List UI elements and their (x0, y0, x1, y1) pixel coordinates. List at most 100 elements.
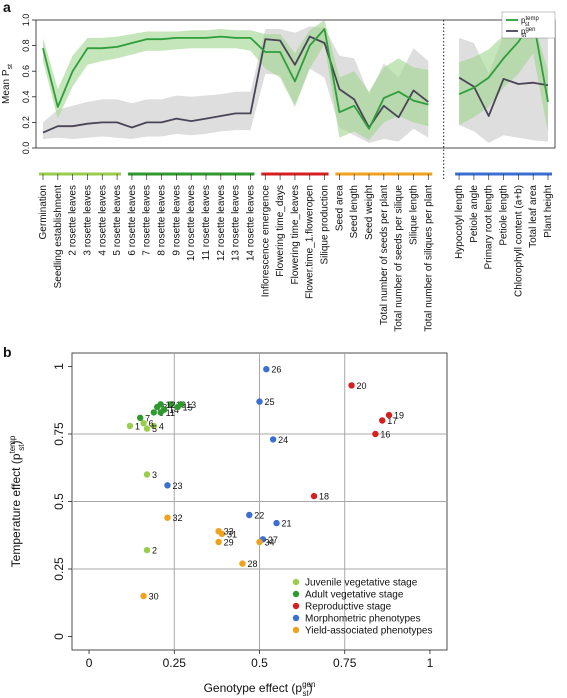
x-axis-label: Genotype effect (pgen st) (204, 680, 316, 698)
point-label: 29 (224, 538, 234, 548)
point-24 (269, 436, 277, 443)
point-12 (157, 401, 164, 408)
temp-series-line (42, 28, 429, 130)
point-15 (174, 403, 181, 411)
x-tick-label: 0.25 (163, 656, 187, 670)
category-label: Total number of seeds per plant (379, 185, 390, 325)
category-label: 3 rosette leaves (82, 185, 93, 256)
temp-confidence-band (43, 20, 429, 141)
point-label: 15 (183, 403, 193, 413)
category-label: Germination (38, 185, 49, 239)
y-tick-label: 0.25 (52, 557, 66, 581)
y-axis-label-subscript: st (7, 64, 14, 70)
legend-entry: Reproductive stage (305, 602, 392, 613)
category-label: Seed weight (364, 185, 375, 240)
y-tick-label: 0.4 (21, 91, 31, 104)
point-label: 13 (186, 400, 196, 410)
y-tick-label: 1 (52, 363, 66, 370)
category-label: 6 rosette leaves (127, 185, 138, 256)
panel-b-label: b (3, 344, 12, 360)
legend-entry: Juvenile vegetative stage (305, 578, 418, 589)
point-16 (372, 430, 379, 438)
category-label: 10 rosette leaves (186, 185, 197, 261)
point-28 (239, 560, 246, 567)
y-axis-label-text: Mean P (1, 69, 12, 104)
point-label: 34 (265, 538, 275, 548)
point-label: 20 (357, 381, 367, 391)
y-axis-label-tail: ) (9, 440, 23, 444)
point-26 (263, 366, 270, 373)
category-label: 11 rosette leaves (201, 185, 212, 260)
y-tick-label: 0.0 (21, 142, 31, 155)
legend-entry-superscript: gen (525, 27, 535, 33)
gen-series-line (458, 76, 549, 117)
point-label: 11 (166, 408, 175, 418)
point-9 (150, 409, 158, 416)
legend-marker (292, 614, 300, 622)
y-axis-label-superscript: temp (8, 435, 17, 453)
point-label: 27 (268, 535, 278, 545)
point-3 (143, 471, 151, 478)
y-tick-label: 0.8 (21, 39, 31, 52)
category-label: 7 rosette leaves (142, 185, 153, 256)
x-axis-label-subscript: st (302, 689, 309, 698)
category-label: Flower.time_1.floweropen (305, 185, 316, 299)
category-label: Silique length (408, 185, 419, 245)
y-axis-label: Mean Pst (1, 64, 14, 104)
point-label: 6 (149, 419, 154, 429)
point-label: 1 (135, 421, 140, 431)
x-axis-label-text: Genotype effect (p (204, 681, 303, 695)
point-19 (385, 411, 393, 419)
point-22 (246, 511, 253, 519)
point-label: 32 (172, 513, 182, 523)
category-label: Total leaf area (528, 185, 539, 248)
y-axis-label-text: Temperature effect (p (9, 453, 23, 567)
y-axis-label: Temperature effect (ptempst) (8, 435, 26, 567)
category-label: 2 rosette leaves (68, 185, 79, 256)
point-label: 24 (278, 435, 288, 445)
y-tick-label: 1.0 (21, 14, 31, 27)
legend-marker (292, 602, 300, 610)
point-label: 14 (169, 405, 179, 415)
point-label: 5 (152, 424, 157, 434)
legend-entry: pgen st (521, 27, 535, 39)
point-label: 33 (224, 527, 234, 537)
point-label: 7 (145, 413, 150, 423)
point-label: 4 (159, 421, 164, 431)
category-label: Petiole length (499, 185, 510, 246)
category-label: Seed length (349, 185, 360, 238)
category-label: 4 rosette leaves (97, 185, 108, 256)
point-4 (150, 422, 158, 430)
point-10 (167, 401, 175, 408)
category-label: 9 rosette leaves (171, 185, 182, 256)
category-label: 13 rosette leaves (231, 185, 242, 261)
category-label: Flowering time_days (275, 185, 286, 277)
point-label: 30 (149, 592, 159, 602)
point-label: 16 (380, 430, 390, 440)
category-label: Inflorescence emergence (260, 185, 271, 298)
legend-box (501, 11, 556, 39)
point-17 (379, 417, 386, 424)
legend-marker (292, 626, 300, 634)
category-label: Seedling establishment (53, 185, 64, 289)
point-6 (140, 420, 147, 427)
legend-entry-subscript: st (521, 33, 526, 39)
x-tick-label: 1 (427, 656, 434, 670)
point-33 (215, 528, 222, 535)
y-tick-label: 0.75 (52, 422, 66, 446)
legend-entry-name: p (521, 27, 526, 36)
gen-series-line (42, 35, 429, 134)
point-34 (256, 538, 263, 546)
point-label: 17 (387, 416, 397, 426)
point-label: 23 (172, 481, 182, 491)
legend-entry: Adult vegetative stage (305, 590, 404, 601)
point-25 (256, 398, 263, 405)
category-label: 8 rosette leaves (157, 185, 168, 256)
point-7 (136, 414, 144, 421)
x-axis-label-tail: ) (309, 681, 313, 695)
legend-marker (292, 578, 300, 586)
